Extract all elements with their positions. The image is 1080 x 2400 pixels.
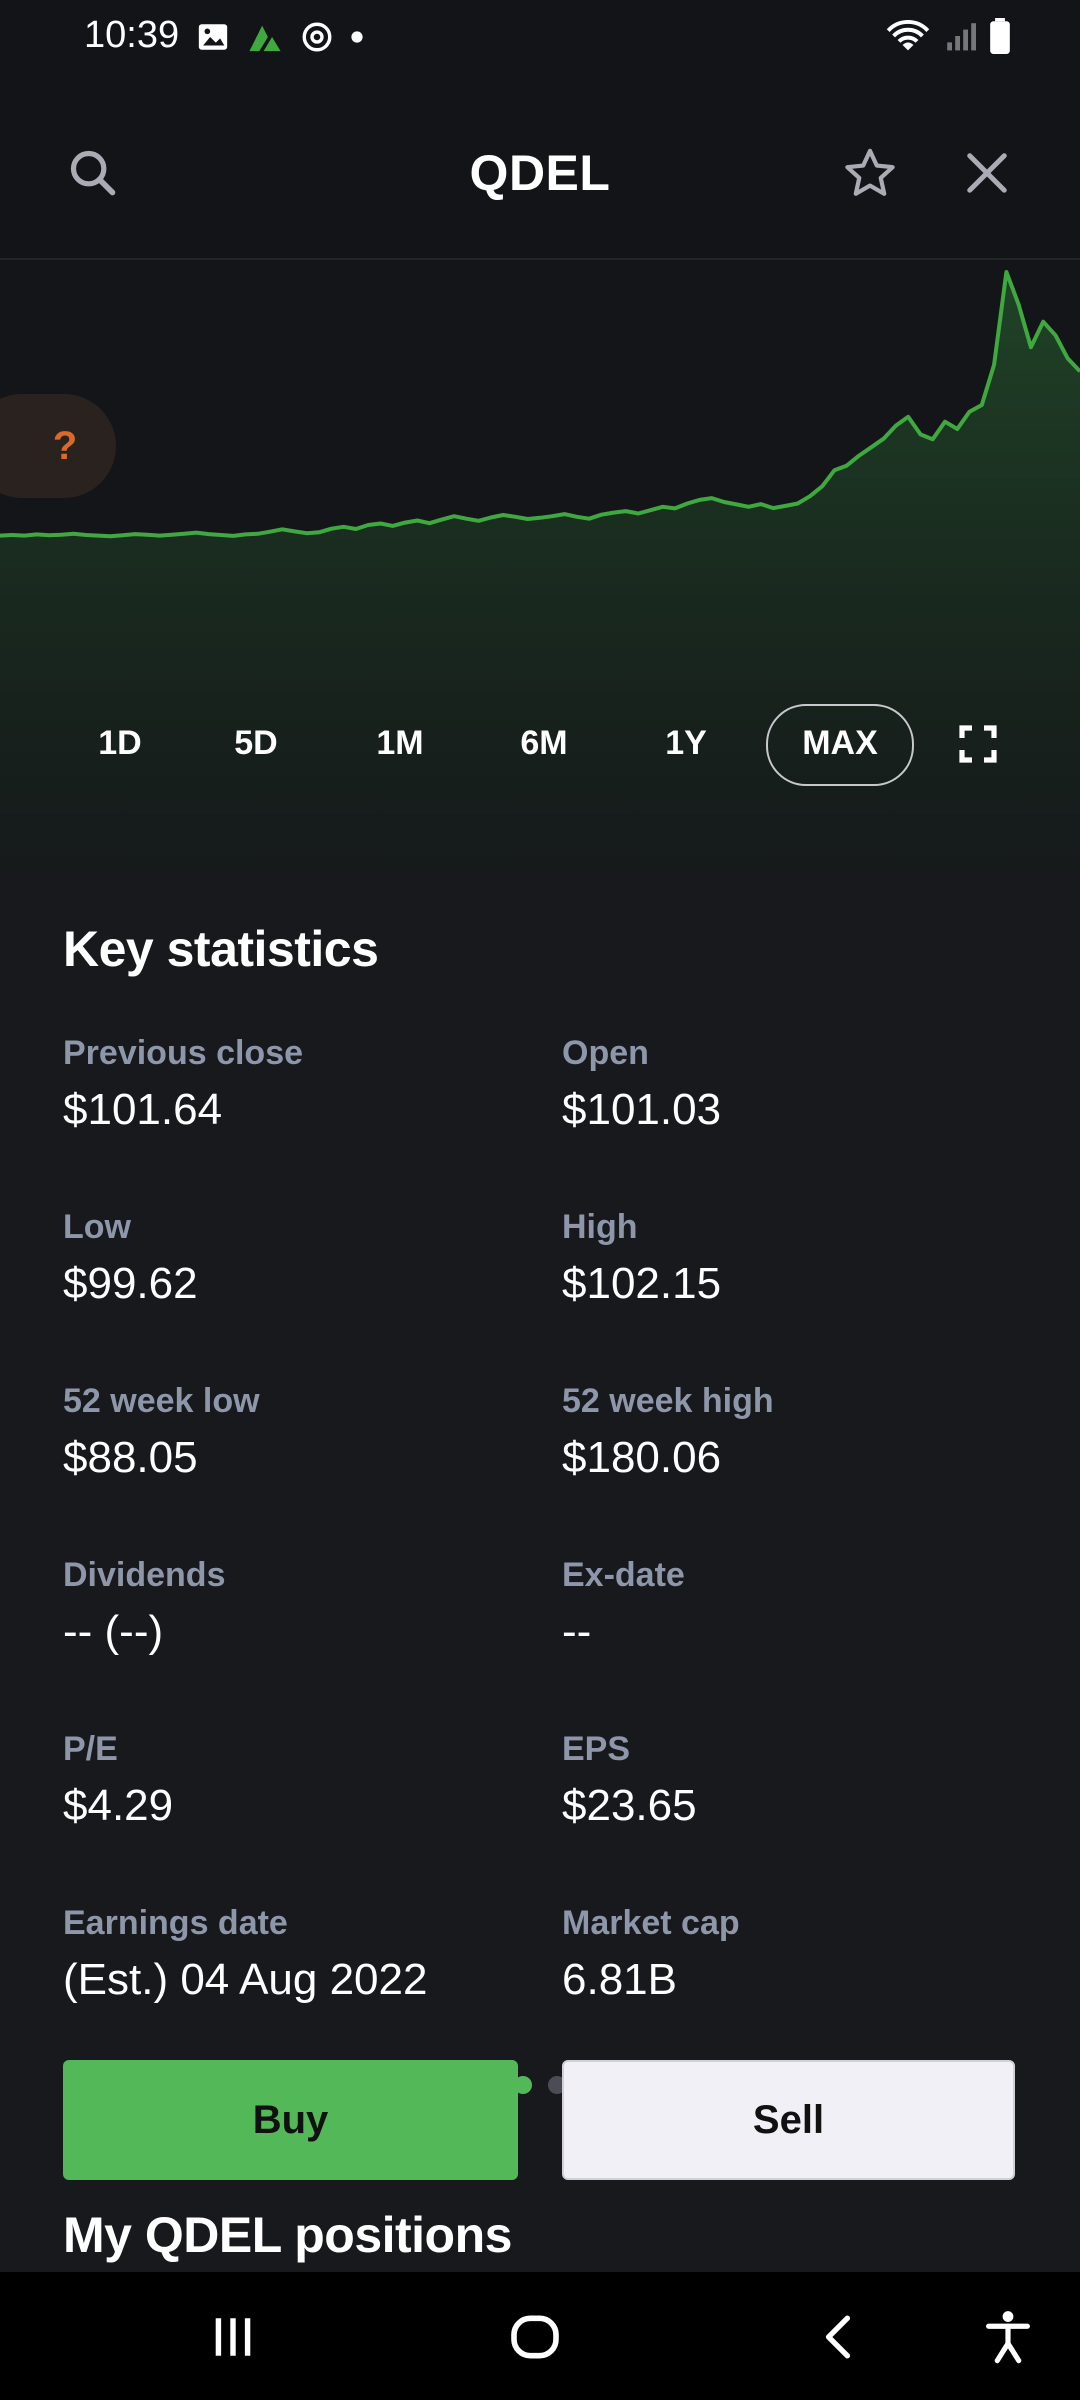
range-max[interactable]: MAX <box>766 704 914 786</box>
fullscreen-button[interactable] <box>954 720 1002 768</box>
stat-previous-close: Previous close $101.64 <box>63 1034 523 1135</box>
recents-button[interactable] <box>198 2302 268 2372</box>
more-dot-icon <box>351 31 363 43</box>
accessibility-icon <box>986 2311 1030 2364</box>
positions-heading: My QDEL positions <box>63 2207 512 2263</box>
stat-dividends: Dividends -- (--) <box>63 1556 523 1657</box>
range-1y[interactable]: 1Y <box>665 724 707 762</box>
page-title: QDEL <box>469 145 611 201</box>
back-button[interactable] <box>804 2302 874 2372</box>
buy-button[interactable]: Buy <box>63 2060 518 2180</box>
stat-label: Market cap <box>562 1904 740 1942</box>
stat-value: $23.65 <box>562 1781 697 1830</box>
stat-label: 52 week high <box>562 1382 774 1420</box>
stat-label: Earnings date <box>63 1904 288 1942</box>
stat-value: $180.06 <box>562 1433 722 1482</box>
stat-value: -- (--) <box>63 1607 164 1656</box>
stat-ex-date: Ex-date -- <box>562 1556 1022 1657</box>
price-area-fill <box>0 272 1080 870</box>
home-button[interactable] <box>500 2302 570 2372</box>
stat-value: $4.29 <box>63 1781 174 1830</box>
status-time: 10:39 <box>84 14 180 56</box>
watchlist-button[interactable] <box>835 138 905 208</box>
stat-label: Ex-date <box>562 1556 685 1594</box>
stat-high: High $102.15 <box>562 1208 1022 1309</box>
system-status-icons <box>886 18 1010 54</box>
battery-icon <box>990 18 1010 54</box>
stat-label: Dividends <box>63 1556 226 1594</box>
stat-value: -- <box>562 1607 592 1656</box>
stat-value: $101.03 <box>562 1085 722 1134</box>
stat-market-cap: Market cap 6.81B <box>562 1904 1022 2005</box>
stat-label: EPS <box>562 1730 631 1768</box>
key-statistics-title: Key statistics <box>63 921 379 977</box>
search-icon <box>70 150 116 196</box>
star-icon <box>845 148 895 196</box>
stat-52-week-high: 52 week high $180.06 <box>562 1382 1022 1483</box>
stat-label: Previous close <box>63 1034 304 1072</box>
back-icon <box>825 2315 851 2359</box>
stat-value: $102.15 <box>562 1259 722 1308</box>
stat-label: High <box>562 1208 638 1246</box>
price-chart-svg <box>0 270 1080 870</box>
range-5d[interactable]: 5D <box>234 724 278 762</box>
robinhood-app-icon <box>249 25 281 52</box>
range-1m[interactable]: 1M <box>376 724 424 762</box>
search-button[interactable] <box>58 138 128 208</box>
stat-label: 52 week low <box>63 1382 260 1420</box>
home-icon <box>511 2315 559 2359</box>
help-label: ? <box>52 423 78 468</box>
status-bar: 10:39 <box>0 0 1080 80</box>
stat-label: Low <box>63 1208 131 1246</box>
recents-icon <box>215 2318 251 2356</box>
sync-icon <box>302 22 332 52</box>
sell-button[interactable]: Sell <box>562 2060 1015 2180</box>
stat-value: 6.81B <box>562 1955 677 2004</box>
stat-pe: P/E $4.29 <box>63 1730 523 1831</box>
indicator-dot <box>548 2076 566 2094</box>
help-button[interactable]: ? <box>0 394 116 498</box>
image-icon <box>198 24 228 50</box>
system-navigation-bar <box>0 2272 1080 2400</box>
wifi-icon <box>886 20 930 51</box>
stat-eps: EPS $23.65 <box>562 1730 1022 1831</box>
range-6m[interactable]: 6M <box>520 724 568 762</box>
price-chart[interactable]: ? 1D 5D 1M 6M 1Y MAX <box>0 260 1080 870</box>
stat-value: $99.62 <box>63 1259 198 1308</box>
stat-value: (Est.) 04 Aug 2022 <box>63 1955 428 2004</box>
stat-value: $88.05 <box>63 1433 198 1482</box>
close-button[interactable] <box>952 138 1022 208</box>
key-statistics: Key statistics Previous close $101.64 Op… <box>0 870 1080 2270</box>
stat-earnings-date: Earnings date (Est.) 04 Aug 2022 <box>63 1904 523 2005</box>
stat-label: Open <box>562 1034 649 1072</box>
price-line <box>0 270 1080 539</box>
stat-52-week-low: 52 week low $88.05 <box>63 1382 523 1483</box>
close-icon <box>967 153 1007 193</box>
stat-low: Low $99.62 <box>63 1208 523 1309</box>
range-1d[interactable]: 1D <box>98 724 142 762</box>
stat-label: P/E <box>63 1730 118 1768</box>
indicator-dot <box>514 2076 532 2094</box>
notification-icons <box>196 20 364 54</box>
signal-icon <box>947 23 976 51</box>
range-selector: 1D 5D 1M 6M 1Y MAX <box>60 704 1020 786</box>
expand-icon <box>959 725 997 763</box>
app-header: QDEL <box>0 80 1080 260</box>
stat-open: Open $101.03 <box>562 1034 1022 1135</box>
accessibility-button[interactable] <box>973 2302 1043 2372</box>
stat-value: $101.64 <box>63 1085 223 1134</box>
